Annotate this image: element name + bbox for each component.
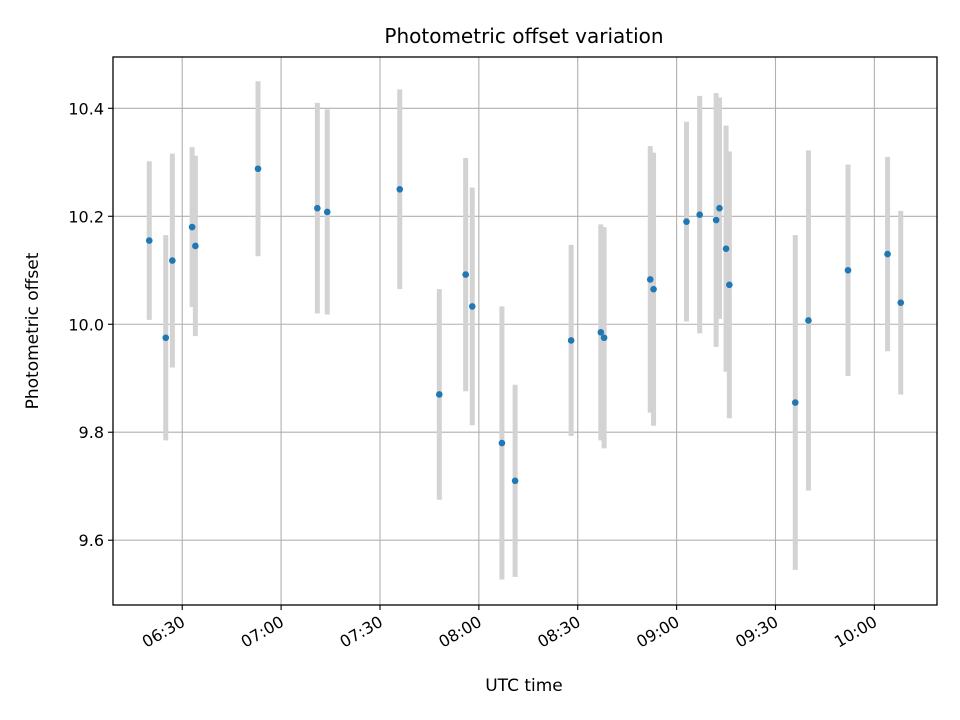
data-point [696, 211, 703, 218]
x-tick-label: 07:00 [238, 612, 287, 652]
data-point [597, 329, 605, 336]
error-bars [146, 81, 904, 580]
data-point [314, 204, 321, 212]
data-point [188, 223, 196, 231]
data-point [162, 334, 170, 342]
data-point [722, 245, 730, 252]
data-point [844, 266, 852, 274]
y-tick-label: 10.2 [68, 207, 104, 226]
y-axis-title: Photometric offset [23, 252, 43, 409]
data-point [726, 281, 733, 289]
data-point [897, 299, 905, 306]
x-tick-label: 06:30 [139, 612, 188, 652]
grid-lines [113, 57, 937, 605]
y-tick-label: 9.6 [79, 531, 104, 550]
data-point [468, 303, 476, 310]
data-point [323, 208, 331, 216]
data-point [805, 317, 812, 324]
data-points [145, 165, 905, 485]
data-point [791, 399, 799, 406]
x-tick-label: 09:30 [732, 612, 781, 652]
data-point [884, 250, 891, 258]
data-point [712, 216, 720, 224]
x-axis-title: UTC time [485, 676, 563, 696]
data-point [169, 257, 176, 264]
x-axis-ticks: 06:30 07:00 07:30 08:00 08:30 09:00 09:30 10:00 [139, 605, 880, 652]
data-point [192, 242, 199, 250]
data-point [646, 276, 654, 283]
y-tick-label: 10.4 [68, 99, 104, 118]
x-tick-label: 09:00 [633, 612, 682, 652]
data-point [650, 285, 657, 293]
x-tick-label: 07:30 [337, 612, 386, 652]
chart-title: Photometric offset variation [384, 24, 663, 48]
data-point [436, 391, 443, 398]
data-point [716, 204, 723, 212]
y-tick-label: 10.0 [68, 315, 104, 334]
y-tick-label: 9.8 [79, 423, 104, 442]
data-point [396, 185, 404, 193]
data-point [683, 218, 690, 225]
data-point [462, 271, 469, 278]
data-point [254, 165, 262, 173]
data-point [600, 334, 608, 342]
data-point [498, 439, 506, 447]
data-point [511, 477, 519, 485]
y-axis-ticks: 9.6 9.8 10.0 10.2 10.4 [68, 99, 113, 550]
data-point [567, 337, 575, 344]
x-tick-label: 10:00 [831, 612, 880, 652]
data-point [145, 237, 153, 244]
x-tick-label: 08:30 [534, 612, 583, 652]
plot-area-frame [112, 56, 938, 606]
x-tick-label: 08:00 [435, 612, 484, 652]
